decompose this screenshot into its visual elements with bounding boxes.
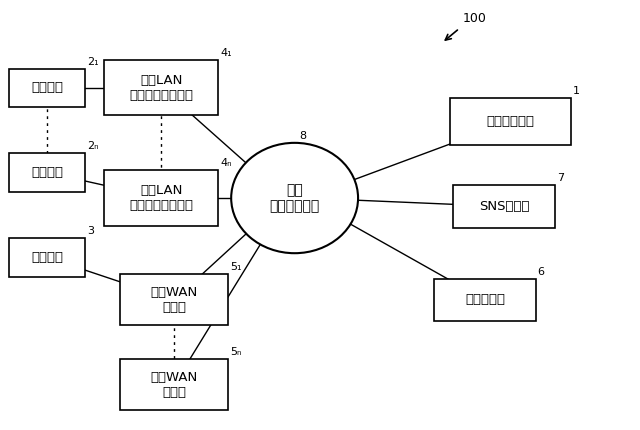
FancyBboxPatch shape <box>120 359 228 410</box>
Text: 2ₙ: 2ₙ <box>87 141 99 151</box>
Text: 情報提供装置: 情報提供装置 <box>486 115 534 128</box>
FancyBboxPatch shape <box>453 185 555 228</box>
FancyBboxPatch shape <box>104 60 218 115</box>
FancyBboxPatch shape <box>450 98 571 145</box>
FancyBboxPatch shape <box>9 68 85 107</box>
Ellipse shape <box>231 143 358 253</box>
Text: 2₁: 2₁ <box>87 57 99 67</box>
FancyBboxPatch shape <box>9 238 85 276</box>
FancyBboxPatch shape <box>9 154 85 192</box>
Text: 無線端末: 無線端末 <box>31 251 63 264</box>
Text: 4₁: 4₁ <box>220 48 232 58</box>
Text: 5ₙ: 5ₙ <box>230 347 241 357</box>
FancyBboxPatch shape <box>104 170 218 226</box>
Text: 広告主端末: 広告主端末 <box>465 293 505 307</box>
Text: 3: 3 <box>87 226 94 237</box>
Text: 無線LAN
アクセスポイント: 無線LAN アクセスポイント <box>129 184 193 212</box>
FancyBboxPatch shape <box>434 279 536 321</box>
Text: 通信
ネットワーク: 通信 ネットワーク <box>269 183 320 213</box>
Text: 無線WAN
基地局: 無線WAN 基地局 <box>150 286 198 314</box>
FancyBboxPatch shape <box>120 274 228 326</box>
Text: 無線端末: 無線端末 <box>31 81 63 94</box>
Text: 無線端末: 無線端末 <box>31 166 63 179</box>
Text: SNSサーバ: SNSサーバ <box>479 200 529 213</box>
Text: 8: 8 <box>300 131 307 141</box>
Text: 100: 100 <box>463 12 486 25</box>
Text: 無線LAN
アクセスポイント: 無線LAN アクセスポイント <box>129 74 193 101</box>
Text: 6: 6 <box>538 267 545 276</box>
Text: 4ₙ: 4ₙ <box>220 159 232 169</box>
Text: 1: 1 <box>573 86 580 96</box>
Text: 7: 7 <box>557 173 564 183</box>
Text: 5₁: 5₁ <box>230 262 241 273</box>
Text: 無線WAN
基地局: 無線WAN 基地局 <box>150 371 198 399</box>
